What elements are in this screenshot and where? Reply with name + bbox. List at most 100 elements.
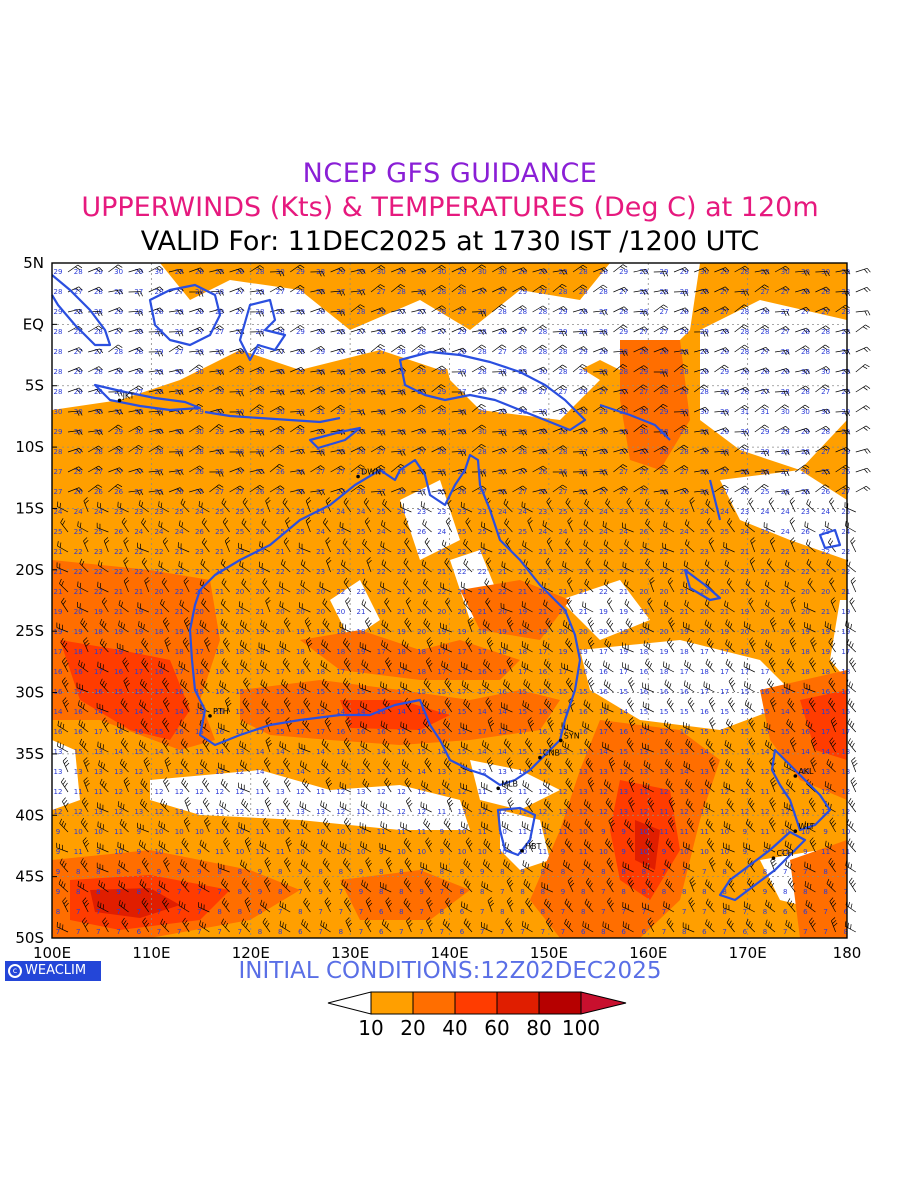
wind-barb <box>97 506 109 513</box>
temp-value: 28 <box>175 388 184 396</box>
wind-barb <box>714 466 726 473</box>
temp-value: 27 <box>559 388 568 396</box>
fiji-coast <box>818 528 842 550</box>
wind-barb <box>339 526 351 533</box>
wind-barb <box>178 525 190 533</box>
temp-value: 21 <box>720 608 729 616</box>
wind-barb <box>527 520 533 533</box>
temp-value: 8 <box>763 908 767 916</box>
wind-barb <box>162 901 170 913</box>
wind-barb <box>67 487 80 493</box>
temp-value: 15 <box>195 708 204 716</box>
temp-value: 24 <box>700 508 709 516</box>
wind-barb <box>734 324 745 333</box>
temp-value: 11 <box>316 788 325 796</box>
temp-value: 12 <box>215 788 224 796</box>
wind-barb <box>855 405 867 413</box>
wind-barb <box>463 543 473 553</box>
wind-barb <box>572 308 585 313</box>
temp-value: 17 <box>599 648 608 656</box>
temp-value: 28 <box>215 288 224 296</box>
temp-value: 29 <box>195 408 204 416</box>
temp-value: 19 <box>134 608 143 616</box>
temp-value: 20 <box>660 628 669 636</box>
temp-value: 10 <box>700 848 709 856</box>
temp-value: 15 <box>639 708 648 716</box>
temp-value: 7 <box>177 888 181 896</box>
wind-barb <box>795 449 808 453</box>
wind-barb <box>461 586 473 593</box>
temp-value: 18 <box>175 648 184 656</box>
wind-barb <box>633 465 645 473</box>
temp-value: 7 <box>116 928 120 936</box>
temp-value: 17 <box>276 668 285 676</box>
temp-value: 6 <box>803 908 808 916</box>
temp-value: 27 <box>639 468 648 476</box>
temp-value: 18 <box>478 628 487 636</box>
temp-value: 25 <box>175 488 184 496</box>
temp-value: 13 <box>458 768 467 776</box>
wind-barb <box>748 501 756 513</box>
temp-value: 25 <box>761 488 770 496</box>
temp-value: 25 <box>235 528 244 536</box>
temp-value: 17 <box>841 728 850 736</box>
temp-value: 25 <box>559 508 568 516</box>
temp-value: 28 <box>134 368 143 376</box>
wind-barb <box>694 267 706 273</box>
temp-value: 15 <box>740 728 749 736</box>
temp-value: 11 <box>437 808 446 816</box>
temp-value: 23 <box>660 508 669 516</box>
wind-barb <box>83 500 89 513</box>
temp-value: 12 <box>579 808 588 816</box>
temp-value: 22 <box>134 568 143 576</box>
wind-barb <box>67 429 80 433</box>
temp-value: 15 <box>235 708 244 716</box>
temp-value: 22 <box>478 548 487 556</box>
temp-value: 11 <box>215 848 224 856</box>
wind-barb <box>403 842 412 853</box>
temp-value: 28 <box>54 388 63 396</box>
wind-barb <box>726 582 735 593</box>
temp-value: 7 <box>844 888 848 896</box>
temp-value: 24 <box>498 508 507 516</box>
temp-value: 15 <box>660 708 669 716</box>
city-label: MLB <box>501 779 518 788</box>
temp-value: 29 <box>417 288 426 296</box>
temp-value: 25 <box>720 528 729 536</box>
wind-barb <box>774 425 786 433</box>
temp-value: 18 <box>801 648 810 656</box>
temp-value: 18 <box>740 648 749 656</box>
temp-value: 6 <box>783 908 788 916</box>
wind-barb <box>613 264 624 273</box>
temp-value: 21 <box>821 608 830 616</box>
temp-value: 13 <box>680 788 689 796</box>
wind-barb <box>330 388 343 393</box>
temp-value: 14 <box>276 748 285 756</box>
wind-barb <box>647 601 655 613</box>
temp-value: 16 <box>114 728 123 736</box>
temp-value: 28 <box>397 388 406 396</box>
temp-value: 16 <box>114 668 123 676</box>
wind-barb <box>261 522 271 533</box>
wind-barb <box>269 285 281 293</box>
temp-value: 8 <box>783 888 787 896</box>
temp-value: 10 <box>235 848 244 856</box>
temp-value: 23 <box>720 548 729 556</box>
city-label: CCH <box>776 849 793 858</box>
wind-barb <box>673 326 685 333</box>
wind-barb <box>592 284 604 293</box>
temp-value: 11 <box>781 848 790 856</box>
temp-value: 8 <box>460 868 464 876</box>
lon-label: 170E <box>729 944 767 962</box>
wind-barb <box>543 663 554 673</box>
wind-barb <box>774 368 787 373</box>
wind-barb <box>139 744 150 753</box>
wind-barb <box>503 503 513 513</box>
temp-value: 13 <box>134 808 143 816</box>
temp-value: 29 <box>579 348 588 356</box>
lon-label: 140E <box>430 944 468 962</box>
temp-value: 27 <box>781 468 790 476</box>
temp-value: 8 <box>379 888 383 896</box>
temp-value: 10 <box>781 828 790 836</box>
temp-value: 22 <box>235 568 244 576</box>
